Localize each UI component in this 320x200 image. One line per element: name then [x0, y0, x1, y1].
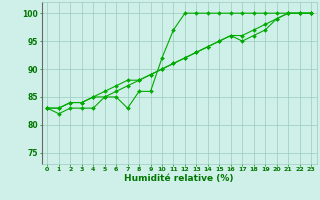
X-axis label: Humidité relative (%): Humidité relative (%): [124, 174, 234, 183]
